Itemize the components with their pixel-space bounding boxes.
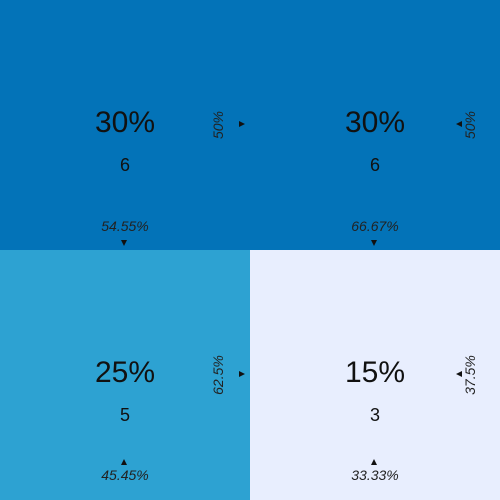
arrow-down-icon [121, 240, 127, 246]
cell-percent-label: 30% [344, 106, 406, 139]
row-percent-label: 50% [462, 110, 479, 140]
heatmap-cell: 30% 6 66.67% 50% [250, 0, 500, 250]
heatmap-cell: 15% 3 33.33% 37.5% [250, 250, 500, 500]
arrow-right-icon [239, 371, 245, 377]
row-percent-label: 62.5% [209, 355, 226, 395]
row-percent-label: 50% [210, 110, 227, 140]
row-percent-label: 37.5% [461, 355, 478, 395]
cell-count-label: 6 [369, 155, 380, 175]
heatmap-cell: 25% 5 45.45% 62.5% [0, 250, 250, 500]
cell-percent-label: 15% [344, 356, 406, 389]
cell-count-label: 3 [369, 405, 380, 425]
arrow-up-icon [371, 459, 377, 465]
column-percent-label: 66.67% [351, 218, 399, 234]
cell-count-label: 6 [119, 155, 130, 175]
column-percent-label: 54.55% [101, 218, 149, 234]
arrow-left-icon [456, 371, 462, 377]
arrow-left-icon [456, 121, 462, 127]
arrow-right-icon [239, 121, 245, 127]
heatmap-cell: 30% 6 54.55% 50% [0, 0, 250, 250]
arrow-up-icon [121, 459, 127, 465]
column-percent-label: 33.33% [351, 467, 399, 483]
column-percent-label: 45.45% [101, 467, 149, 483]
cell-count-label: 5 [119, 405, 130, 425]
cell-percent-label: 25% [94, 356, 156, 389]
arrow-down-icon [371, 240, 377, 246]
cell-percent-label: 30% [94, 106, 156, 139]
